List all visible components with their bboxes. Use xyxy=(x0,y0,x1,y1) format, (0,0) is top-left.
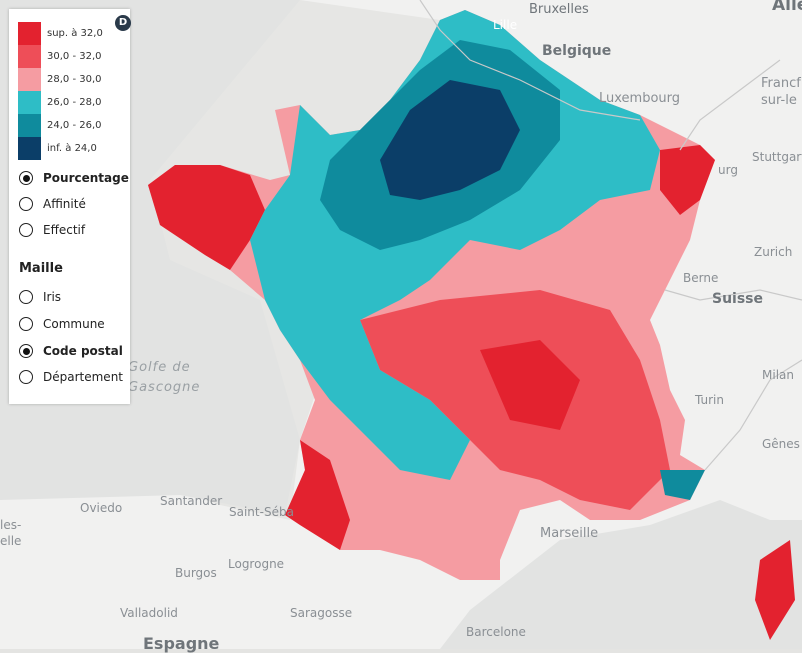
label-santander: Santander xyxy=(160,494,223,508)
label-burgos: Burgos xyxy=(175,566,217,580)
label-turin: Turin xyxy=(695,393,724,407)
label-stuttgart: Stuttgart xyxy=(752,150,802,164)
label-genes: Gênes xyxy=(762,437,800,451)
legend-item: 28,0 - 30,0 xyxy=(18,68,103,91)
label-valladolid: Valladolid xyxy=(120,606,178,620)
label-luxembourg: Luxembourg xyxy=(599,91,681,106)
label-golfe-gascogne: Golfe de Gascogne xyxy=(128,360,201,395)
legend-label: 26,0 - 28,0 xyxy=(47,97,102,108)
label-francfort: Francf sur-le xyxy=(761,76,801,108)
label-strasbourg: urg xyxy=(718,163,738,177)
legend-label: 30,0 - 32,0 xyxy=(47,51,102,62)
label-espagne: Espagne xyxy=(143,634,220,653)
label-milan: Milan xyxy=(762,368,794,382)
borders xyxy=(419,0,802,471)
france-regions xyxy=(148,10,795,640)
legend-item: 26,0 - 28,0 xyxy=(18,91,103,114)
label-bruxelles: Bruxelles xyxy=(529,2,589,17)
d-badge[interactable]: D xyxy=(115,15,131,31)
color-legend: sup. à 32,0 30,0 - 32,0 28,0 - 30,0 26,0… xyxy=(18,22,103,160)
label-oviedo: Oviedo xyxy=(80,501,123,515)
legend-label: sup. à 32,0 xyxy=(47,28,103,39)
legend-item: sup. à 32,0 xyxy=(18,22,103,45)
label-logrono: Logrogne xyxy=(228,557,285,571)
legend-item: 30,0 - 32,0 xyxy=(18,45,103,68)
label-saragosse: Saragosse xyxy=(290,606,353,620)
label-belgique: Belgique xyxy=(542,43,612,59)
radio-affinite[interactable]: Affinité xyxy=(19,197,86,211)
label-berne: Berne xyxy=(683,271,719,285)
legend-label: 28,0 - 30,0 xyxy=(47,74,102,85)
radio-iris[interactable]: Iris xyxy=(19,290,61,304)
radio-departement[interactable]: Département xyxy=(19,370,123,384)
label-allemagne: Alle xyxy=(772,0,802,15)
label-marseille: Marseille xyxy=(540,526,599,541)
label-zurich: Zurich xyxy=(754,245,793,259)
legend-item: inf. à 24,0 xyxy=(18,137,103,160)
legend-label: 24,0 - 26,0 xyxy=(47,120,102,131)
label-partial: les- elle xyxy=(0,518,22,548)
label-lille: Lille xyxy=(493,18,518,32)
legend-panel: D sup. à 32,0 30,0 - 32,0 28,0 - 30,0 26… xyxy=(9,9,131,404)
radio-effectif[interactable]: Effectif xyxy=(19,223,85,237)
label-saint-sebastien: Saint-Séba xyxy=(229,505,294,519)
radio-pourcentage[interactable]: Pourcentage xyxy=(19,171,129,185)
legend-item: 24,0 - 26,0 xyxy=(18,114,103,137)
legend-label: inf. à 24,0 xyxy=(47,143,97,154)
radio-code-postal[interactable]: Code postal xyxy=(19,344,123,358)
radio-commune[interactable]: Commune xyxy=(19,317,105,331)
label-barcelone: Barcelone xyxy=(466,625,526,639)
sea-mediterranean xyxy=(440,500,802,649)
maille-title: Maille xyxy=(19,261,63,276)
label-suisse: Suisse xyxy=(712,291,764,307)
